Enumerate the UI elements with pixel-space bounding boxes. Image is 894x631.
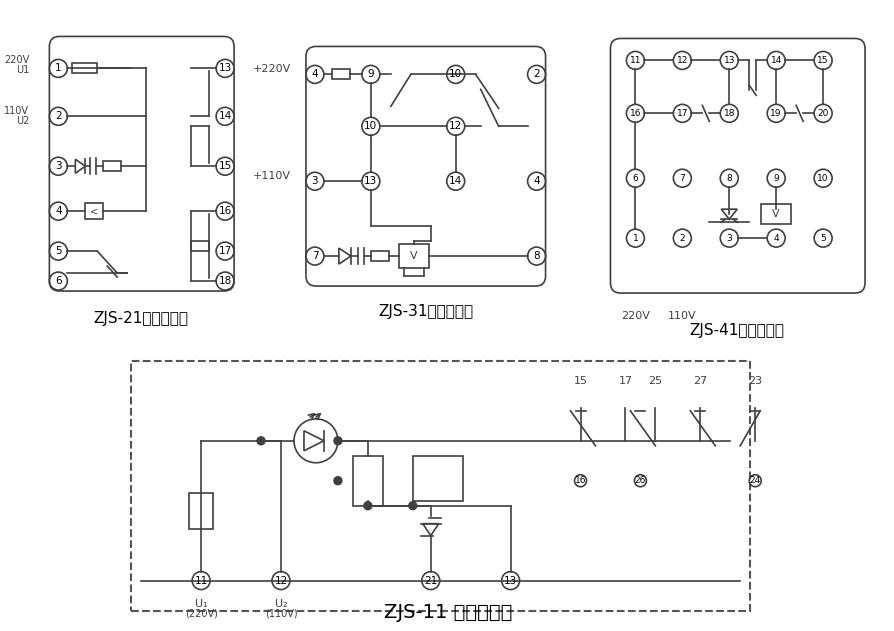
Circle shape <box>334 477 342 485</box>
Bar <box>85 203 104 219</box>
Text: 2: 2 <box>679 233 685 243</box>
Text: V: V <box>772 209 780 219</box>
Text: 10: 10 <box>364 121 377 131</box>
Text: U₂: U₂ <box>274 599 287 608</box>
Text: 18: 18 <box>218 276 232 286</box>
Text: 4: 4 <box>55 206 62 216</box>
Text: U1: U1 <box>16 66 30 75</box>
Text: 13: 13 <box>218 63 232 73</box>
Text: U2: U2 <box>16 116 30 126</box>
Text: 3: 3 <box>312 176 318 186</box>
Text: 27: 27 <box>693 376 707 386</box>
Text: 2: 2 <box>533 69 540 80</box>
Text: 15: 15 <box>817 56 829 65</box>
Text: 15: 15 <box>218 162 232 171</box>
Text: 16: 16 <box>629 109 641 118</box>
Text: 17: 17 <box>677 109 688 118</box>
Text: 21: 21 <box>424 575 437 586</box>
Circle shape <box>409 502 417 510</box>
Text: 13: 13 <box>364 176 377 186</box>
Text: 11: 11 <box>195 575 207 586</box>
Text: 1: 1 <box>633 233 638 243</box>
Text: 4: 4 <box>312 69 318 80</box>
Bar <box>761 204 791 224</box>
Text: 16: 16 <box>575 476 586 485</box>
Text: 10: 10 <box>449 69 462 80</box>
Text: <: < <box>90 206 98 216</box>
Text: 23: 23 <box>748 376 763 386</box>
Text: 19: 19 <box>771 109 782 118</box>
Text: 3: 3 <box>55 162 62 171</box>
Text: 17: 17 <box>619 376 632 386</box>
Text: +110V: +110V <box>253 171 291 181</box>
Text: 7: 7 <box>312 251 318 261</box>
Text: 8: 8 <box>727 174 732 183</box>
Bar <box>190 493 213 529</box>
Text: 110V: 110V <box>668 311 696 321</box>
Text: 220V: 220V <box>4 56 30 66</box>
Text: 13: 13 <box>723 56 735 65</box>
Text: 16: 16 <box>218 206 232 216</box>
Text: 15: 15 <box>574 376 587 386</box>
Text: 4: 4 <box>773 233 779 243</box>
Text: ZJS-41内部接线图: ZJS-41内部接线图 <box>690 323 785 338</box>
Text: 17: 17 <box>218 246 232 256</box>
Circle shape <box>364 502 372 510</box>
Text: 8: 8 <box>533 251 540 261</box>
Bar <box>371 251 389 261</box>
Text: 25: 25 <box>648 376 662 386</box>
Text: ZJS-21内部接线图: ZJS-21内部接线图 <box>94 311 189 326</box>
Text: 14: 14 <box>449 176 462 186</box>
Text: 12: 12 <box>449 121 462 131</box>
Text: (220V): (220V) <box>185 608 217 618</box>
Text: 2: 2 <box>55 111 62 121</box>
Bar <box>399 244 429 268</box>
Bar <box>72 63 97 73</box>
Text: ZJS-11 背后接线图: ZJS-11 背后接线图 <box>384 603 512 623</box>
Text: 13: 13 <box>504 575 518 586</box>
Text: 1: 1 <box>55 63 62 73</box>
Circle shape <box>257 437 265 445</box>
Text: 14: 14 <box>218 111 232 121</box>
Text: 14: 14 <box>771 56 782 65</box>
Text: 26: 26 <box>635 476 646 485</box>
Text: 20: 20 <box>817 109 829 118</box>
Bar <box>104 162 122 171</box>
Text: 7: 7 <box>679 174 685 183</box>
Text: (110V): (110V) <box>265 608 298 618</box>
Text: 24: 24 <box>749 476 761 485</box>
Text: 220V: 220V <box>621 311 650 321</box>
Text: V: V <box>410 251 417 261</box>
Text: 9: 9 <box>367 69 375 80</box>
Text: 12: 12 <box>274 575 288 586</box>
Text: 18: 18 <box>723 109 735 118</box>
Text: 6: 6 <box>55 276 62 286</box>
Text: 10: 10 <box>817 174 829 183</box>
Text: 3: 3 <box>727 233 732 243</box>
Circle shape <box>334 437 342 445</box>
Text: 5: 5 <box>820 233 826 243</box>
Text: 12: 12 <box>677 56 688 65</box>
Text: 5: 5 <box>55 246 62 256</box>
Bar <box>413 456 463 500</box>
Text: 4: 4 <box>533 176 540 186</box>
Bar <box>332 69 350 80</box>
Text: U₁: U₁ <box>195 599 207 608</box>
Text: ZJS-31内部接线图: ZJS-31内部接线图 <box>378 304 473 319</box>
Text: 11: 11 <box>629 56 641 65</box>
Text: 6: 6 <box>633 174 638 183</box>
Text: 110V: 110V <box>4 107 30 116</box>
Text: +220V: +220V <box>253 64 291 74</box>
Text: 9: 9 <box>773 174 779 183</box>
Bar <box>353 456 383 505</box>
